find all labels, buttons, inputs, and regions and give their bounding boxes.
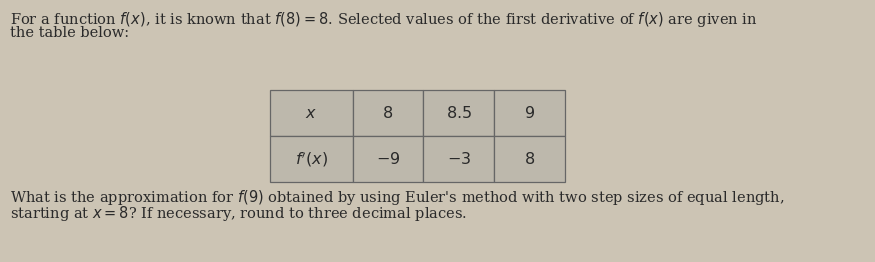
Bar [270, 90, 353, 136]
Bar [353, 136, 424, 182]
Text: the table below:: the table below: [10, 26, 130, 40]
Text: $-9$: $-9$ [375, 150, 400, 167]
Text: $8.5$: $8.5$ [445, 105, 472, 122]
Text: $x$: $x$ [305, 105, 318, 122]
Bar [353, 90, 424, 136]
Text: starting at $x = 8$? If necessary, round to three decimal places.: starting at $x = 8$? If necessary, round… [10, 204, 467, 223]
Text: What is the approximation for $f(9)$ obtained by using Euler's method with two s: What is the approximation for $f(9)$ obt… [10, 188, 785, 207]
Text: $8$: $8$ [382, 105, 394, 122]
Bar [424, 136, 494, 182]
Text: $-3$: $-3$ [447, 150, 471, 167]
Bar [424, 90, 494, 136]
Text: For a function $f(x)$, it is known that $f(8) = 8$. Selected values of the first: For a function $f(x)$, it is known that … [10, 10, 758, 29]
Text: $9$: $9$ [524, 105, 536, 122]
Bar [270, 136, 353, 182]
Text: $f'(x)$: $f'(x)$ [295, 149, 328, 169]
Bar [494, 136, 565, 182]
Bar [494, 90, 565, 136]
Text: $8$: $8$ [524, 150, 536, 167]
